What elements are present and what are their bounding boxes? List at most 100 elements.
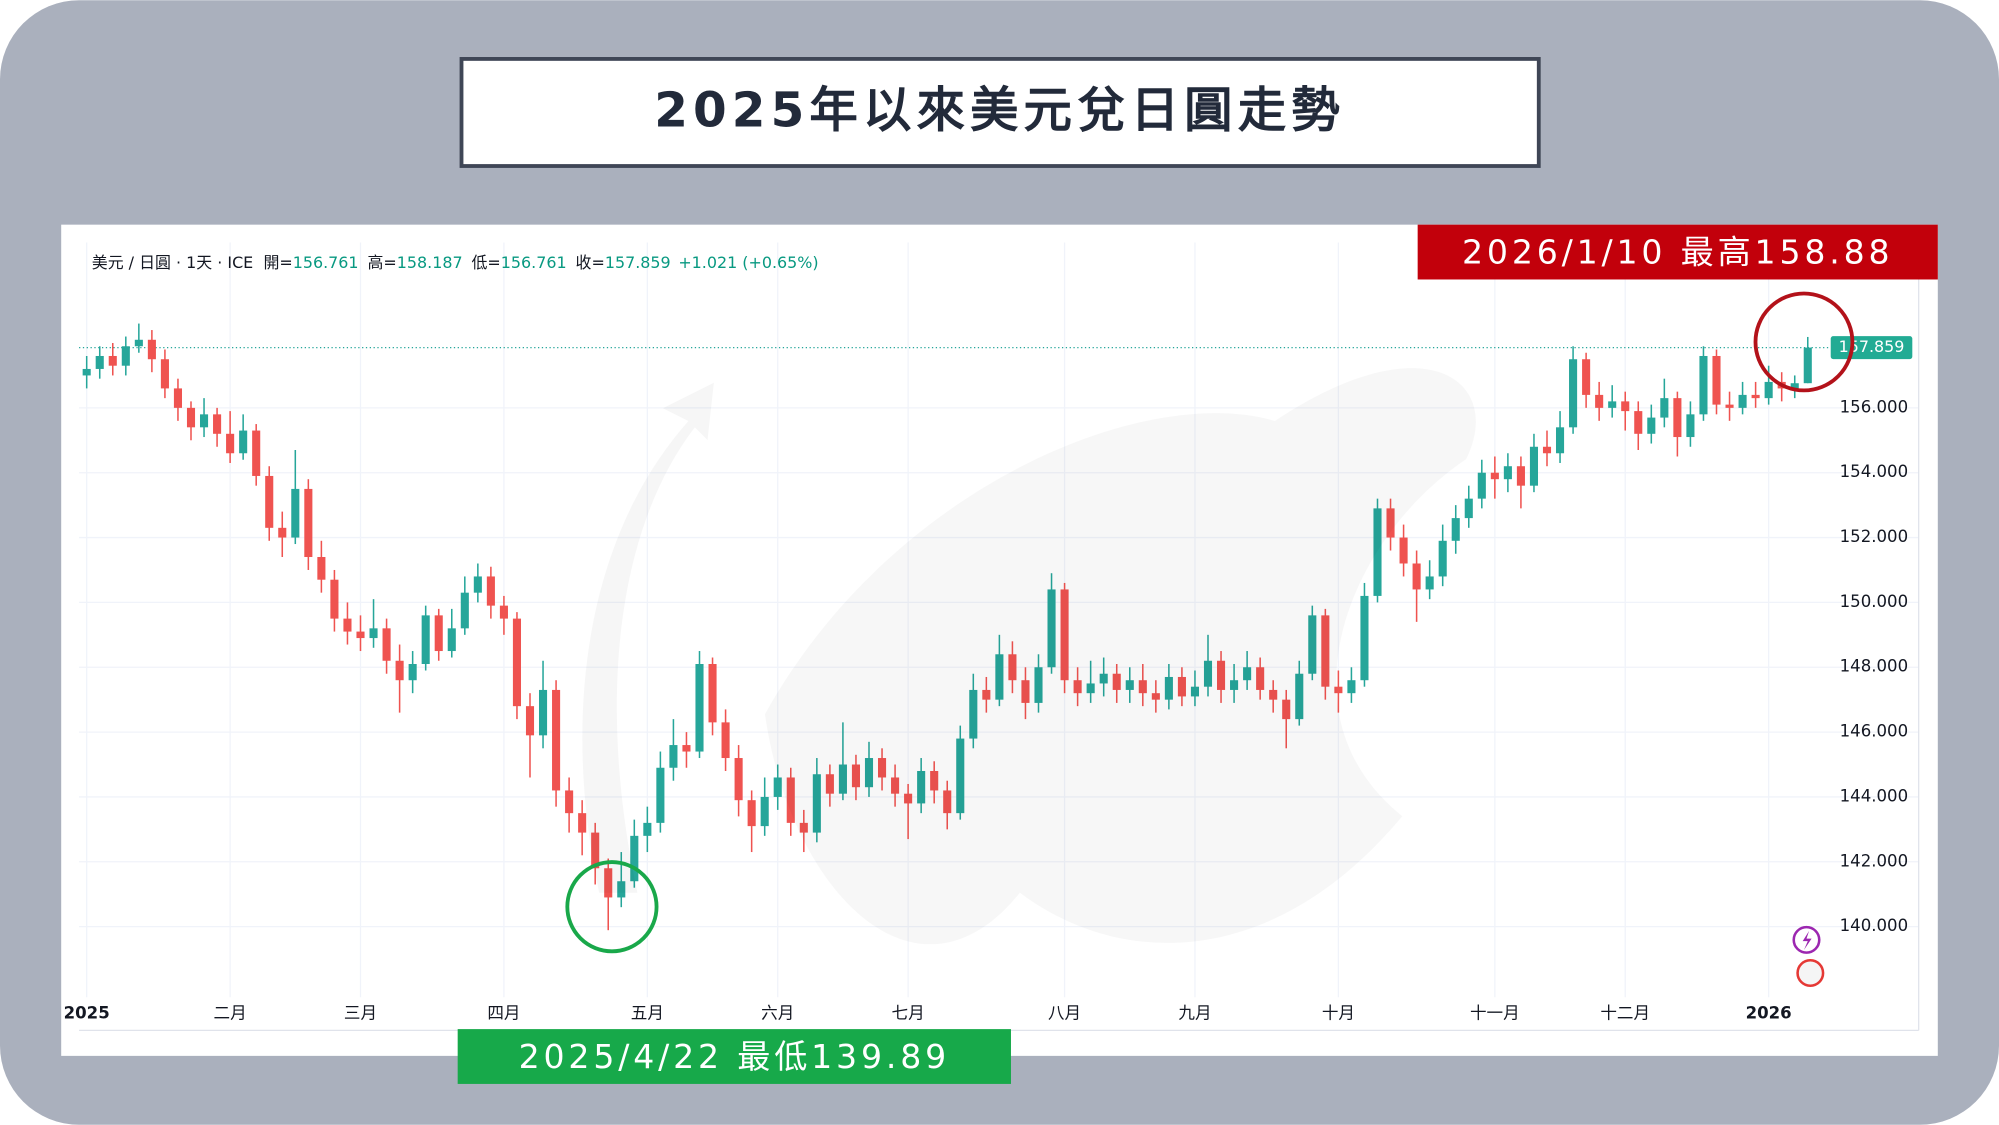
x-tick-label: 2026 xyxy=(1746,1003,1792,1022)
ohlc-legend: 美元 / 日圓 · 1天 · ICE 開=156.761 高=158.187 低=15… xyxy=(92,252,819,271)
candle-body xyxy=(1490,472,1499,480)
candle-body xyxy=(1464,498,1473,519)
candle-body xyxy=(1243,667,1252,681)
candle-body xyxy=(239,430,248,454)
symbol-info: 美元 / 日圓 · 1天 · ICE xyxy=(92,252,253,271)
candle-body xyxy=(1034,667,1043,703)
candle-body xyxy=(538,689,548,736)
candle-body xyxy=(1125,680,1134,690)
candle-body xyxy=(160,359,169,389)
candle-body xyxy=(525,706,535,736)
candle-body xyxy=(1542,446,1552,454)
candle-body xyxy=(1595,394,1604,408)
candle-body xyxy=(382,628,391,661)
flag-icon[interactable] xyxy=(1796,958,1825,988)
chart-title: 2025年以來美元兌日圓走勢 xyxy=(654,83,1345,139)
candle-body xyxy=(1373,508,1382,596)
x-tick-label: 十二月 xyxy=(1600,1003,1650,1022)
candle-body xyxy=(1477,472,1486,499)
low-annotation-banner xyxy=(457,1029,1011,1084)
candle-body xyxy=(1360,595,1369,681)
candle-body xyxy=(213,414,222,434)
candle-body xyxy=(499,605,508,619)
candle-body xyxy=(1021,680,1030,703)
candle-body xyxy=(278,527,287,538)
legend-value: 158.187 xyxy=(397,252,463,271)
candle-body xyxy=(891,777,900,794)
x-tick-label: 三月 xyxy=(344,1003,377,1022)
candle-body xyxy=(291,488,300,538)
candle-body xyxy=(799,822,808,833)
candle-body xyxy=(1399,537,1408,564)
y-tick-label: 146.000 xyxy=(1840,722,1908,741)
candle-body xyxy=(265,475,274,528)
candle-body xyxy=(186,407,196,428)
candle-body xyxy=(486,576,495,606)
candle-body xyxy=(1256,667,1265,690)
candle-body xyxy=(1764,381,1773,399)
y-tick-label: 148.000 xyxy=(1840,657,1908,676)
candle-body xyxy=(1112,673,1121,690)
candle-body xyxy=(956,738,965,814)
candle-body xyxy=(95,355,104,369)
candle-body xyxy=(1073,680,1082,694)
low-annotation: 2025/4/22 最低139.89 xyxy=(519,1037,950,1076)
y-tick-label: 152.000 xyxy=(1840,527,1908,546)
candle-body xyxy=(1582,359,1591,395)
candle-body xyxy=(343,618,352,632)
candle-body xyxy=(1308,615,1317,674)
candle-body xyxy=(838,764,847,794)
event-icon[interactable] xyxy=(1792,925,1821,954)
candle-body xyxy=(447,628,456,652)
y-tick-label: 140.000 xyxy=(1840,916,1908,935)
candle-body xyxy=(1803,347,1812,384)
candle-body xyxy=(1725,404,1734,408)
candle-body xyxy=(1282,699,1291,720)
legend-key: 低= xyxy=(472,252,501,271)
candle-body xyxy=(682,745,691,752)
candle-body xyxy=(1321,615,1330,687)
candle-body xyxy=(617,881,626,898)
candle-body xyxy=(1347,680,1356,694)
plot-area: 140.000 142.000 144.000 146.000 148.000 150.0… xyxy=(64,242,1920,1032)
candle-body xyxy=(1660,398,1669,418)
y-tick-label: 156.000 xyxy=(1840,397,1908,416)
candle-body xyxy=(304,488,313,558)
x-tick-label: 七月 xyxy=(892,1003,925,1022)
candle-body xyxy=(356,631,365,639)
candle-body xyxy=(760,796,769,827)
y-tick-label: 142.000 xyxy=(1840,851,1908,870)
candle-body xyxy=(82,368,91,376)
candle-body xyxy=(1555,427,1565,454)
candle-body xyxy=(1738,394,1747,408)
candle-body xyxy=(656,767,665,823)
candle-body xyxy=(591,832,600,869)
low-circle xyxy=(565,860,659,954)
candle-body xyxy=(1621,401,1630,412)
candle-body xyxy=(199,414,209,428)
candle-body xyxy=(512,618,522,707)
candle-body xyxy=(643,822,652,836)
candle-body xyxy=(864,758,874,788)
candle-body xyxy=(1438,540,1447,577)
candle-body xyxy=(1269,689,1278,700)
high-circle xyxy=(1753,291,1855,393)
candle-body xyxy=(877,758,887,778)
candle-body xyxy=(982,689,991,700)
candle-body xyxy=(669,745,678,768)
candle-body xyxy=(1386,508,1395,538)
candle-body xyxy=(317,557,326,580)
candle-body xyxy=(565,790,574,814)
candle-body xyxy=(408,664,417,681)
x-tick-label: 十一月 xyxy=(1470,1003,1520,1022)
candle-body xyxy=(252,430,261,476)
candle-body xyxy=(1451,518,1460,541)
y-tick-label: 150.000 xyxy=(1840,592,1908,611)
candle-body xyxy=(1177,676,1186,697)
candle-body xyxy=(1295,673,1304,720)
candle-body xyxy=(552,689,561,791)
candle-body xyxy=(434,615,443,652)
candle-body xyxy=(1412,563,1421,590)
candle-body xyxy=(330,579,339,619)
candle-body xyxy=(473,576,482,593)
